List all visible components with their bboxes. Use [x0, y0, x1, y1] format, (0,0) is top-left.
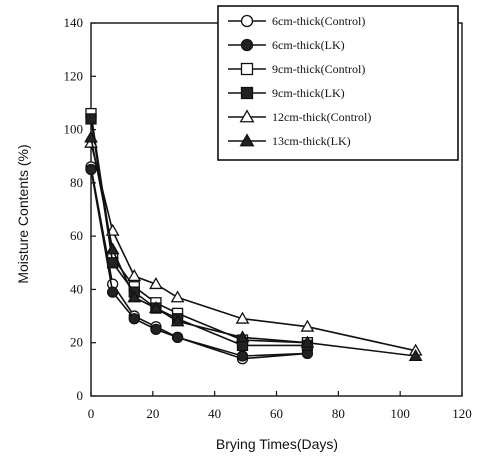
data-point	[85, 163, 97, 176]
legend-marker	[240, 86, 254, 100]
y-axis-label: Moisture Contents (%)	[15, 144, 31, 283]
data-point	[150, 323, 162, 336]
y-tick-label: 140	[64, 15, 84, 30]
data-point	[300, 319, 315, 332]
y-tick-label: 80	[70, 175, 83, 190]
legend-label: 12cm-thick(Control)	[272, 110, 371, 124]
y-tick-label: 60	[70, 228, 83, 243]
legend: 6cm-thick(Control) 6cm-thick(LK) 9cm-thick…	[217, 5, 459, 161]
legend-marker	[239, 133, 255, 147]
data-point	[149, 277, 163, 290]
data-point	[236, 350, 249, 362]
data-point	[128, 313, 140, 325]
data-point	[235, 330, 250, 343]
y-tick-label: 20	[70, 335, 83, 350]
y-tick-label: 100	[64, 122, 84, 137]
x-tick-label: 80	[332, 406, 345, 421]
legend-marker	[240, 14, 254, 28]
data-point	[85, 113, 97, 125]
legend-item: 12cm-thick(Control)	[228, 109, 371, 124]
legend-box	[217, 5, 459, 161]
legend-item: 6cm-thick(Control)	[228, 14, 365, 28]
data-point	[106, 257, 119, 269]
x-tick-label: 120	[452, 406, 472, 421]
data-point	[84, 130, 98, 143]
series-group	[84, 107, 423, 365]
x-axis-label: Brying Times(Days)	[216, 436, 338, 452]
legend-label: 9cm-thick(Control)	[272, 62, 365, 76]
legend-item: 9cm-thick(Control)	[228, 62, 365, 76]
series-line	[90, 137, 416, 357]
data-point	[149, 301, 163, 314]
series-2	[85, 163, 314, 362]
data-point	[127, 269, 142, 282]
x-tick-label: 0	[88, 406, 95, 421]
legend-item: 6cm-thick(LK)	[228, 38, 345, 52]
ticks-group: 0 20 40 60 80 100 120 140 0 20 40 60 80 100 120	[64, 15, 472, 421]
y-tick-label: 40	[70, 281, 83, 296]
x-tick-label: 20	[146, 406, 159, 421]
legend-label: 9cm-thick(LK)	[272, 86, 345, 100]
x-tick-label: 60	[270, 406, 283, 421]
y-tick-label: 120	[64, 68, 84, 83]
data-point	[170, 290, 185, 303]
series-6	[84, 130, 423, 361]
x-tick-label: 100	[390, 406, 410, 421]
data-point	[127, 290, 142, 303]
data-point	[171, 331, 184, 344]
series-1	[85, 161, 314, 365]
data-point	[408, 348, 423, 361]
series-line	[90, 166, 308, 360]
series-line	[90, 142, 416, 352]
legend-item: 9cm-thick(LK)	[228, 86, 345, 100]
y-tick-label: 0	[77, 388, 84, 403]
legend-marker	[240, 38, 254, 52]
data-point	[106, 286, 119, 298]
data-point	[170, 314, 185, 327]
legend-marker	[239, 109, 255, 123]
legend-marker	[240, 62, 254, 76]
data-point	[235, 311, 250, 324]
data-point	[300, 335, 315, 348]
legend-label: 6cm-thick(Control)	[272, 14, 365, 28]
x-tick-label: 40	[208, 406, 221, 421]
data-point	[105, 242, 120, 255]
legend-label: 6cm-thick(LK)	[272, 38, 345, 52]
legend-item: 13cm-thick(LK)	[228, 133, 351, 148]
legend-label: 13cm-thick(LK)	[272, 134, 351, 148]
